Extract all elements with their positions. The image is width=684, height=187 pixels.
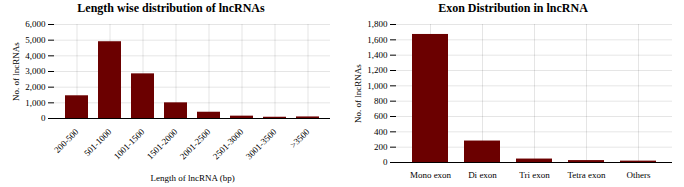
svg-text:2,000: 2,000 <box>25 82 46 92</box>
svg-text:1001-1500: 1001-1500 <box>112 126 147 161</box>
svg-text:No. of lncRNAs: No. of lncRNAs <box>11 42 21 101</box>
svg-text:>3500: >3500 <box>288 126 312 150</box>
svg-text:Length of lncRNA (bp): Length of lncRNA (bp) <box>150 173 234 183</box>
svg-text:800: 800 <box>374 96 388 106</box>
svg-text:2001-2500: 2001-2500 <box>178 126 213 161</box>
svg-text:Mono exon: Mono exon <box>410 170 452 180</box>
svg-text:1501-2000: 1501-2000 <box>145 126 180 161</box>
svg-text:3001-3500: 3001-3500 <box>244 126 279 161</box>
html-text:Exon Distribution in lncRNA: Exon Distribution in lncRNA <box>438 1 588 15</box>
svg-text:Tetra exon: Tetra exon <box>567 170 606 180</box>
svg-text:0: 0 <box>383 157 388 167</box>
svg-text:5,000: 5,000 <box>25 35 46 45</box>
svg-text:1,800: 1,800 <box>367 19 388 29</box>
svg-text:200-500: 200-500 <box>52 126 81 155</box>
svg-text:400: 400 <box>374 127 388 137</box>
svg-text:4,000: 4,000 <box>25 51 46 61</box>
svg-text:3,000: 3,000 <box>25 66 46 76</box>
svg-text:200: 200 <box>374 142 388 152</box>
svg-text:Di exon: Di exon <box>468 170 497 180</box>
svg-text:0: 0 <box>41 113 46 123</box>
svg-text:1,000: 1,000 <box>25 98 46 108</box>
html-text:Length wise distribution of ln: Length wise distribution of lncRNAs <box>77 1 265 15</box>
svg-text:1,000: 1,000 <box>367 81 388 91</box>
svg-text:1,400: 1,400 <box>367 50 388 60</box>
svg-text:1,200: 1,200 <box>367 65 388 75</box>
svg-text:6,000: 6,000 <box>25 19 46 29</box>
svg-text:600: 600 <box>374 111 388 121</box>
svg-text:Tri exon: Tri exon <box>519 170 550 180</box>
svg-text:2501-3000: 2501-3000 <box>211 126 246 161</box>
svg-text:Others: Others <box>627 170 651 180</box>
svg-text:1,600: 1,600 <box>367 35 388 45</box>
svg-text:501-1000: 501-1000 <box>82 126 114 158</box>
svg-text:No. of lncRNAs: No. of lncRNAs <box>353 64 363 123</box>
